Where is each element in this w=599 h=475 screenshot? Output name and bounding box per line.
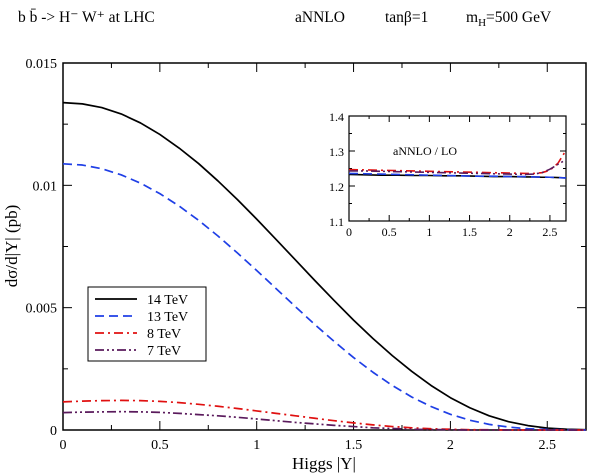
figure-title: b b̄ -> H⁻ W⁺ at LHC aNNLO tanβ=1 mH=500…	[18, 9, 552, 29]
x-tick-label: 1.5	[345, 438, 363, 453]
series-line-7-tev	[349, 159, 567, 176]
series-line-13-tev	[62, 162, 587, 431]
y-tick-label: 0	[50, 424, 57, 439]
title-order: aNNLO	[295, 9, 345, 26]
y-tick-label: 1.2	[329, 180, 344, 194]
series-line-8-tev	[348, 149, 567, 175]
y-axis-title: dσ/d|Y| (pb)	[2, 205, 21, 288]
x-tick-label: 2	[447, 438, 454, 453]
title-mass-m: m	[466, 9, 478, 26]
x-tick-label: 0	[60, 438, 67, 453]
inset-series	[348, 149, 567, 179]
y-tick-label: 0.01	[33, 179, 58, 194]
x-tick-label: 2.5	[539, 438, 557, 453]
x-tick-label: 1.5	[462, 225, 477, 239]
inset-annotation: aNNLO / LO	[393, 144, 457, 158]
inset-plot: 0 0.5 1 1.5 2 2.5 1.1 1.2 1.3 1.4 aNNLO / LO	[329, 110, 567, 239]
main-plot: 0 0.5 1 1.5 2 2.5 0 0.005 0.01 0.015 Higgs |Y| dσ…	[2, 57, 587, 473]
inset-plot-frame	[348, 115, 567, 222]
x-tick-label: 0.5	[151, 438, 169, 453]
x-tick-label: 0.5	[382, 225, 397, 239]
main-ticks: 0 0.5 1 1.5 2 2.5 0 0.005 0.01 0.015	[26, 57, 586, 453]
x-tick-label: 2.5	[542, 225, 557, 239]
legend-label: 14 TeV	[147, 293, 188, 308]
x-tick-label: 2	[507, 225, 513, 239]
y-tick-label: 0.015	[26, 57, 58, 72]
x-tick-label: 0	[346, 225, 352, 239]
legend-label: 13 TeV	[147, 310, 188, 325]
y-tick-label: 0.005	[26, 302, 58, 317]
legend-label: 8 TeV	[147, 327, 181, 342]
legend-label: 7 TeV	[147, 344, 181, 359]
title-mass-rest: =500 GeV	[486, 9, 552, 26]
legend: 14 TeV 13 TeV 8 TeV 7 TeV	[87, 286, 207, 362]
legend-items: 14 TeV 13 TeV 8 TeV 7 TeV	[95, 293, 188, 359]
y-tick-label: 1.4	[329, 110, 344, 124]
main-series	[62, 101, 587, 431]
y-tick-label: 1.1	[329, 215, 344, 229]
title-tanbeta: tanβ=1	[385, 9, 428, 26]
series-line-7-tev	[62, 410, 586, 431]
title-process: b b̄ -> H⁻ W⁺ at LHC	[18, 9, 155, 26]
x-tick-label: 1	[253, 438, 260, 453]
y-tick-label: 1.3	[329, 145, 344, 159]
inset-ticks: 0 0.5 1 1.5 2 2.5 1.1 1.2 1.3 1.4	[329, 110, 566, 239]
series-line-8-tev	[62, 399, 586, 431]
title-mass-sub: H	[478, 17, 486, 29]
title-mass: mH=500 GeV	[466, 9, 552, 29]
x-axis-title: Higgs |Y|	[292, 454, 356, 473]
series-line-14-tev	[62, 101, 587, 431]
series-line-13-tev	[348, 172, 567, 179]
x-tick-label: 1	[426, 225, 432, 239]
